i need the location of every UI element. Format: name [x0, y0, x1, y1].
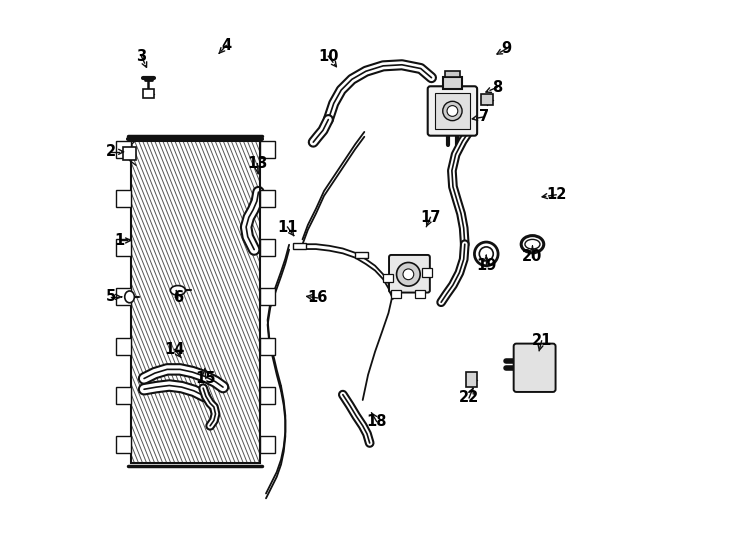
Text: 14: 14: [164, 342, 185, 357]
Circle shape: [447, 106, 458, 116]
Bar: [383, 274, 393, 282]
Bar: [131, 141, 260, 463]
FancyBboxPatch shape: [428, 86, 477, 136]
Text: 7: 7: [479, 110, 489, 124]
Bar: [260, 190, 275, 207]
Bar: [115, 338, 131, 355]
Bar: [115, 436, 131, 453]
Text: 22: 22: [459, 390, 479, 406]
Bar: [115, 140, 131, 158]
Bar: [445, 71, 460, 77]
Text: 17: 17: [420, 210, 440, 225]
Bar: [355, 252, 368, 258]
Circle shape: [474, 242, 498, 266]
Text: 13: 13: [247, 156, 268, 171]
FancyBboxPatch shape: [389, 255, 430, 293]
Text: 2: 2: [106, 144, 117, 159]
Text: 15: 15: [195, 371, 216, 386]
Text: 21: 21: [531, 333, 552, 348]
Bar: [143, 90, 153, 98]
Bar: [260, 288, 275, 306]
Bar: [294, 242, 306, 249]
Text: 5: 5: [106, 289, 117, 305]
Text: 8: 8: [492, 80, 502, 95]
Text: 16: 16: [308, 291, 328, 306]
Text: 9: 9: [501, 41, 512, 56]
Bar: [391, 290, 401, 299]
Text: 3: 3: [137, 49, 146, 64]
Text: 19: 19: [476, 258, 496, 273]
Bar: [443, 77, 462, 89]
Text: 12: 12: [546, 187, 567, 202]
Circle shape: [479, 247, 493, 261]
Text: 20: 20: [523, 249, 542, 264]
Bar: [481, 94, 493, 105]
Text: 6: 6: [172, 291, 183, 306]
Bar: [115, 239, 131, 256]
Bar: [435, 93, 470, 129]
Circle shape: [443, 102, 462, 120]
Bar: [260, 239, 275, 256]
Ellipse shape: [521, 235, 544, 253]
Bar: [422, 268, 432, 277]
Bar: [260, 338, 275, 355]
Bar: [123, 147, 136, 160]
Bar: [260, 387, 275, 404]
Text: 11: 11: [277, 220, 298, 234]
Bar: [260, 436, 275, 453]
Circle shape: [403, 269, 414, 280]
Bar: [115, 387, 131, 404]
Bar: [466, 372, 477, 387]
Text: 10: 10: [318, 49, 338, 64]
FancyBboxPatch shape: [514, 343, 556, 392]
Text: 18: 18: [366, 414, 387, 429]
Bar: [115, 288, 131, 306]
Bar: [415, 290, 425, 299]
Circle shape: [396, 262, 420, 286]
Text: 4: 4: [221, 38, 231, 53]
Ellipse shape: [170, 286, 186, 295]
Text: 1: 1: [115, 233, 125, 248]
Ellipse shape: [525, 239, 540, 249]
Ellipse shape: [125, 291, 134, 303]
Bar: [260, 140, 275, 158]
Bar: [115, 190, 131, 207]
